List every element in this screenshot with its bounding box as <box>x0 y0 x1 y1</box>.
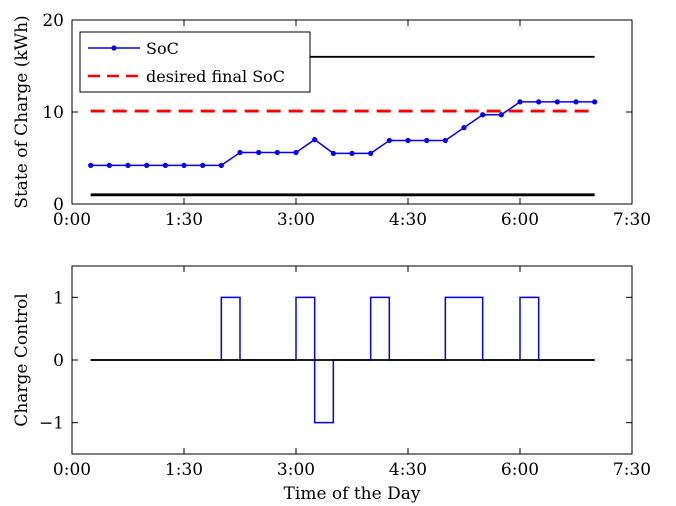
legend-box <box>79 31 311 93</box>
soc-y-ticks: 0 10 20 <box>42 11 632 215</box>
soc-series-0-point <box>162 162 168 168</box>
soc-y-tick-label: 10 <box>42 103 64 123</box>
soc-series-0-point <box>181 162 187 168</box>
soc-series-0-point <box>386 137 392 144</box>
soc-series-0-point <box>293 149 299 156</box>
control-x-axis-label: Time of the Day <box>284 484 421 504</box>
soc-series-0-point <box>592 99 598 105</box>
soc-series-0-point <box>88 162 94 168</box>
soc-series-0-point <box>554 99 560 105</box>
control-x-tick-label: 7:30 <box>613 460 651 480</box>
soc-series-0-point <box>200 162 206 168</box>
soc-series-0-point <box>461 125 467 131</box>
soc-series-0-point <box>256 149 262 156</box>
legend-desired-label: desired final SoC <box>146 67 285 86</box>
soc-series-0-point <box>237 149 243 156</box>
legend-soc-label: SoC <box>146 39 179 58</box>
soc-series-0-point <box>405 137 411 144</box>
soc-series-0-point <box>218 162 224 168</box>
soc-series-0-point <box>368 150 374 156</box>
soc-x-tick-label: 7:30 <box>613 210 651 230</box>
control-panel: 0:00 1:30 3:00 4:30 6:00 7:30 −1 0 1 Charge Con… <box>12 265 651 504</box>
soc-series-0-point <box>349 150 355 156</box>
legend: SoC desired final SoC <box>79 31 311 93</box>
control-y-ticks: −1 0 1 <box>39 288 632 434</box>
control-y-tick-label: 1 <box>53 288 64 308</box>
control-x-tick-label: 4:30 <box>389 460 427 480</box>
control-x-tick-label: 6:00 <box>501 460 539 480</box>
soc-x-tick-label: 0:00 <box>53 210 91 230</box>
soc-x-ticks: 0:00 1:30 3:00 4:30 6:00 7:30 <box>53 20 651 230</box>
soc-series-0-line <box>90 101 595 167</box>
soc-x-tick-label: 4:30 <box>389 210 427 230</box>
soc-series-0-point <box>312 137 318 143</box>
soc-x-tick-label: 3:00 <box>277 210 315 230</box>
soc-y-tick-label: 0 <box>53 195 64 215</box>
control-y-axis-label: Charge Control <box>12 293 32 426</box>
soc-series-0-point <box>330 150 336 156</box>
soc-x-tick-label: 1:30 <box>165 210 203 230</box>
soc-series-0-point <box>424 137 430 144</box>
soc-series-0-point <box>536 99 542 105</box>
soc-series-0-point <box>144 162 150 168</box>
soc-series-0-point <box>498 112 504 118</box>
soc-panel: 0:00 1:30 3:00 4:30 6:00 7:30 0 10 20 State of … <box>12 11 651 230</box>
soc-series-0-point <box>442 137 448 144</box>
control-data-layer <box>90 296 595 424</box>
control-y-tick-label: −1 <box>39 414 64 434</box>
control-x-tick-label: 3:00 <box>277 460 315 480</box>
soc-y-axis-label: State of Charge (kWh) <box>12 15 32 208</box>
legend-soc-marker <box>111 45 117 51</box>
control-y-tick-label: 0 <box>53 351 64 371</box>
soc-x-tick-label: 6:00 <box>501 210 539 230</box>
control-x-tick-label: 0:00 <box>53 460 91 480</box>
soc-y-tick-label: 20 <box>42 11 64 31</box>
soc-series-0-point <box>106 162 112 168</box>
soc-series-0-point <box>573 99 579 105</box>
soc-series-0-point <box>480 112 486 118</box>
control-x-tick-label: 1:30 <box>165 460 203 480</box>
control-x-ticks: 0:00 1:30 3:00 4:30 6:00 7:30 <box>53 266 651 480</box>
soc-series-0-point <box>274 149 280 156</box>
soc-series-0-point <box>125 162 131 168</box>
soc-data-layer <box>88 55 598 197</box>
soc-series-0-point <box>517 99 523 105</box>
